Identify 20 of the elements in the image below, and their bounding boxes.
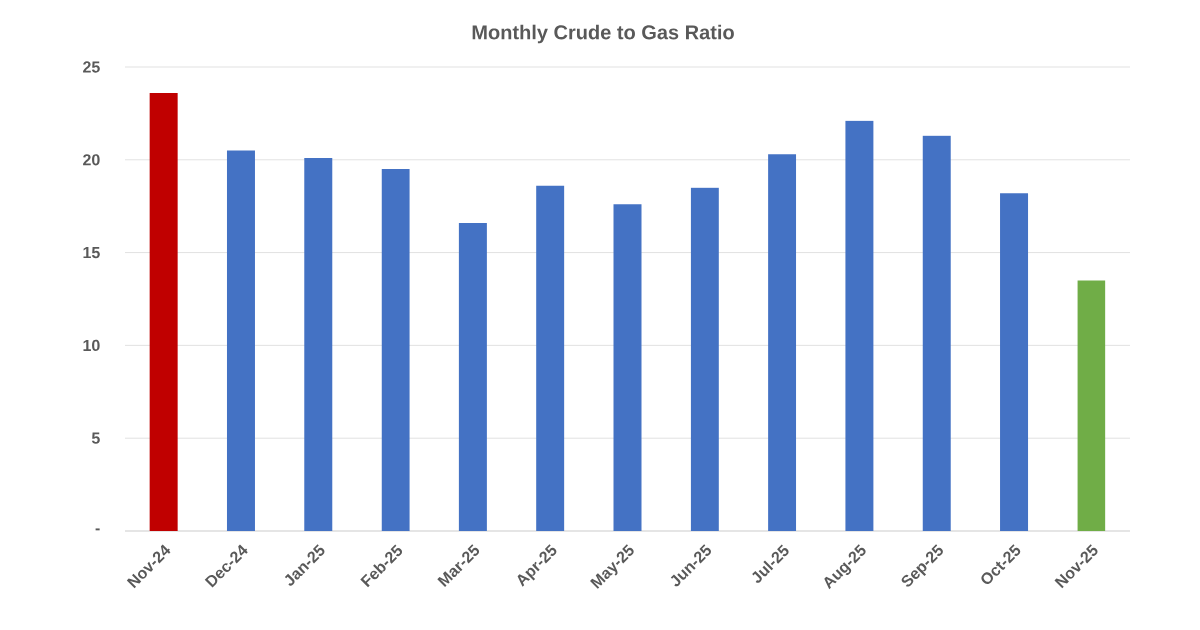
bar: [922, 135, 951, 531]
bar: [226, 150, 255, 531]
bar: [458, 222, 487, 531]
bar: [690, 187, 719, 531]
bar: [768, 154, 797, 531]
bar: [845, 120, 874, 531]
bar: [149, 92, 178, 531]
y-tick-label: 25: [83, 61, 100, 73]
y-tick-label: 5: [91, 432, 100, 444]
y-tick-label: 10: [83, 339, 100, 352]
bar: [536, 185, 565, 531]
y-tick-label: -: [95, 528, 100, 531]
bar: [1077, 280, 1106, 531]
y-tick-label: 15: [83, 247, 100, 259]
chart-title: Monthly Crude to Gas Ratio: [472, 24, 734, 44]
bar: [1000, 193, 1029, 531]
bar: [381, 169, 410, 531]
bar: [304, 157, 333, 531]
y-tick-label: 20: [83, 154, 100, 166]
bar: [613, 204, 642, 531]
